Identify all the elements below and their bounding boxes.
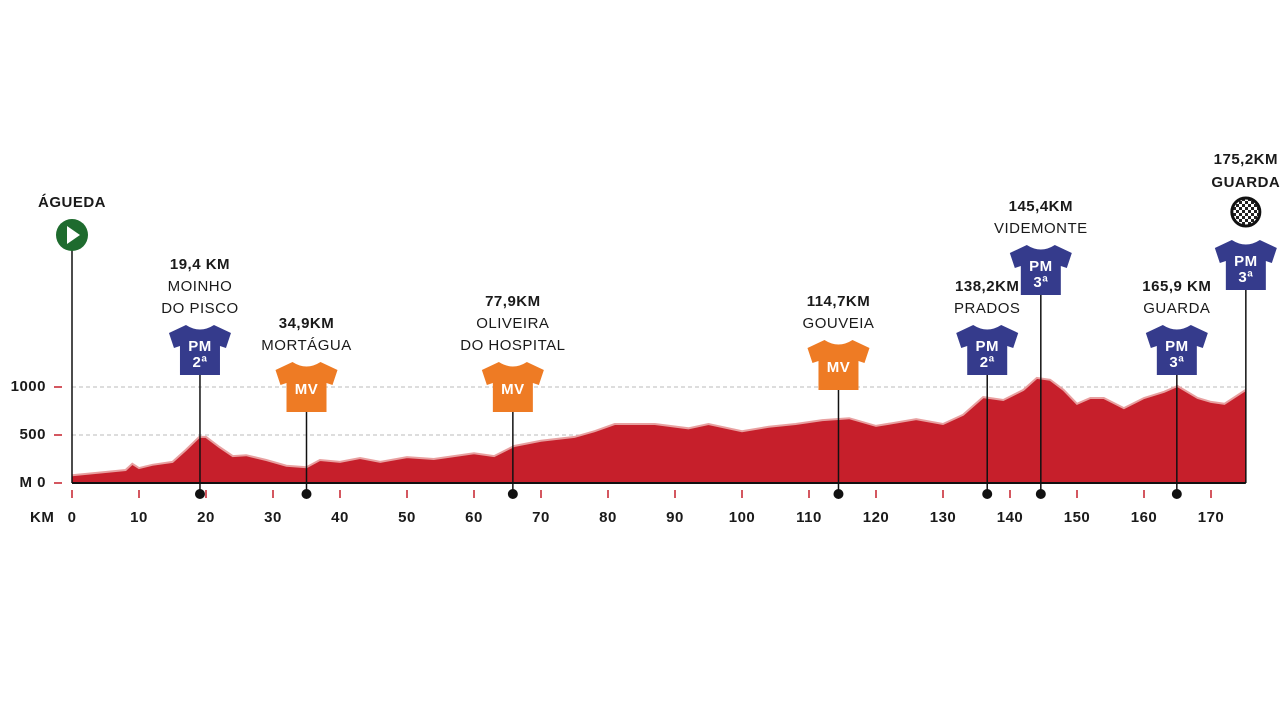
- marker-name: GOUVEIA: [803, 315, 875, 332]
- jersey-kind: MV: [295, 381, 319, 398]
- marker-distance: 114,7KM: [807, 293, 871, 310]
- marker-dot: [301, 489, 312, 499]
- marker-dot: [1171, 489, 1182, 499]
- jersey-kind: PM: [1165, 338, 1189, 355]
- y-tick-label: M 0: [19, 474, 46, 491]
- x-tick-label: 110: [796, 509, 822, 526]
- x-tick-label: 50: [398, 509, 416, 526]
- jersey: [1009, 245, 1072, 295]
- x-tick-label: 30: [264, 509, 282, 526]
- marker-name: DO HOSPITAL: [460, 337, 565, 354]
- x-tick-label: 60: [465, 509, 483, 526]
- jersey: [807, 340, 870, 390]
- marker-name: MORTÁGUA: [261, 337, 351, 354]
- marker-distance: 138,2KM: [955, 278, 1019, 295]
- x-tick-label: 170: [1198, 509, 1225, 526]
- jersey-category: 2ª: [193, 354, 208, 371]
- x-tick-label: 70: [532, 509, 550, 526]
- jersey: [956, 325, 1019, 375]
- x-tick-label: 130: [930, 509, 957, 526]
- profile-fill: [72, 377, 1246, 483]
- jersey: [1214, 240, 1277, 290]
- y-tick-label: 1000: [11, 378, 46, 395]
- marker-name: DO PISCO: [161, 300, 238, 317]
- y-tick-label: 500: [19, 426, 46, 443]
- marker-dot: [833, 489, 844, 499]
- jersey: [168, 325, 231, 375]
- x-tick-label: 0: [68, 509, 77, 526]
- x-tick-label: 90: [666, 509, 684, 526]
- x-tick-label: 160: [1131, 509, 1158, 526]
- jersey: [1145, 325, 1208, 375]
- marker-dot: [194, 489, 205, 499]
- start-name: ÁGUEDA: [38, 194, 106, 211]
- x-tick-label: 150: [1064, 509, 1091, 526]
- jersey-kind: MV: [501, 381, 525, 398]
- marker-dot: [982, 489, 993, 499]
- jersey: [275, 362, 338, 412]
- marker-distance: 77,9KM: [485, 293, 541, 310]
- jersey-kind: PM: [975, 338, 999, 355]
- jersey-kind: PM: [1234, 253, 1258, 270]
- marker-name: GUARDA: [1143, 300, 1210, 317]
- start-arrow: [67, 226, 80, 244]
- marker-distance: 34,9KM: [279, 315, 335, 332]
- jersey-kind: PM: [188, 338, 212, 355]
- marker-distance: 165,9 KM: [1142, 278, 1211, 295]
- x-tick-label: 10: [130, 509, 148, 526]
- marker-dot: [507, 489, 518, 499]
- x-tick-label: 100: [729, 509, 756, 526]
- marker-name: PRADOS: [954, 300, 1020, 317]
- jersey-category: 2ª: [980, 354, 995, 371]
- marker-name: OLIVEIRA: [476, 315, 549, 332]
- finish-icon: [1230, 196, 1262, 228]
- profile-line: [71, 376, 1247, 477]
- x-tick-label: 120: [863, 509, 890, 526]
- x-tick-label: 80: [599, 509, 617, 526]
- x-tick-label: 20: [197, 509, 215, 526]
- marker-distance: 19,4 KM: [170, 256, 230, 273]
- x-tick-label: 40: [331, 509, 349, 526]
- x-tick-label: 140: [997, 509, 1024, 526]
- marker-name: VIDEMONTE: [994, 220, 1088, 237]
- x-axis-label: KM: [30, 509, 54, 526]
- jersey-category: 3ª: [1238, 269, 1253, 286]
- marker-distance: 145,4KM: [1009, 198, 1073, 215]
- jersey: [481, 362, 544, 412]
- jersey-category: 3ª: [1169, 354, 1184, 371]
- finish-distance: 175,2KM: [1214, 151, 1278, 168]
- jersey-kind: MV: [827, 359, 851, 376]
- jersey-category: 3ª: [1033, 274, 1048, 291]
- jersey-kind: PM: [1029, 258, 1053, 275]
- finish-name: GUARDA: [1211, 174, 1280, 191]
- marker-name: MOINHO: [168, 278, 233, 295]
- marker-dot: [1035, 489, 1046, 499]
